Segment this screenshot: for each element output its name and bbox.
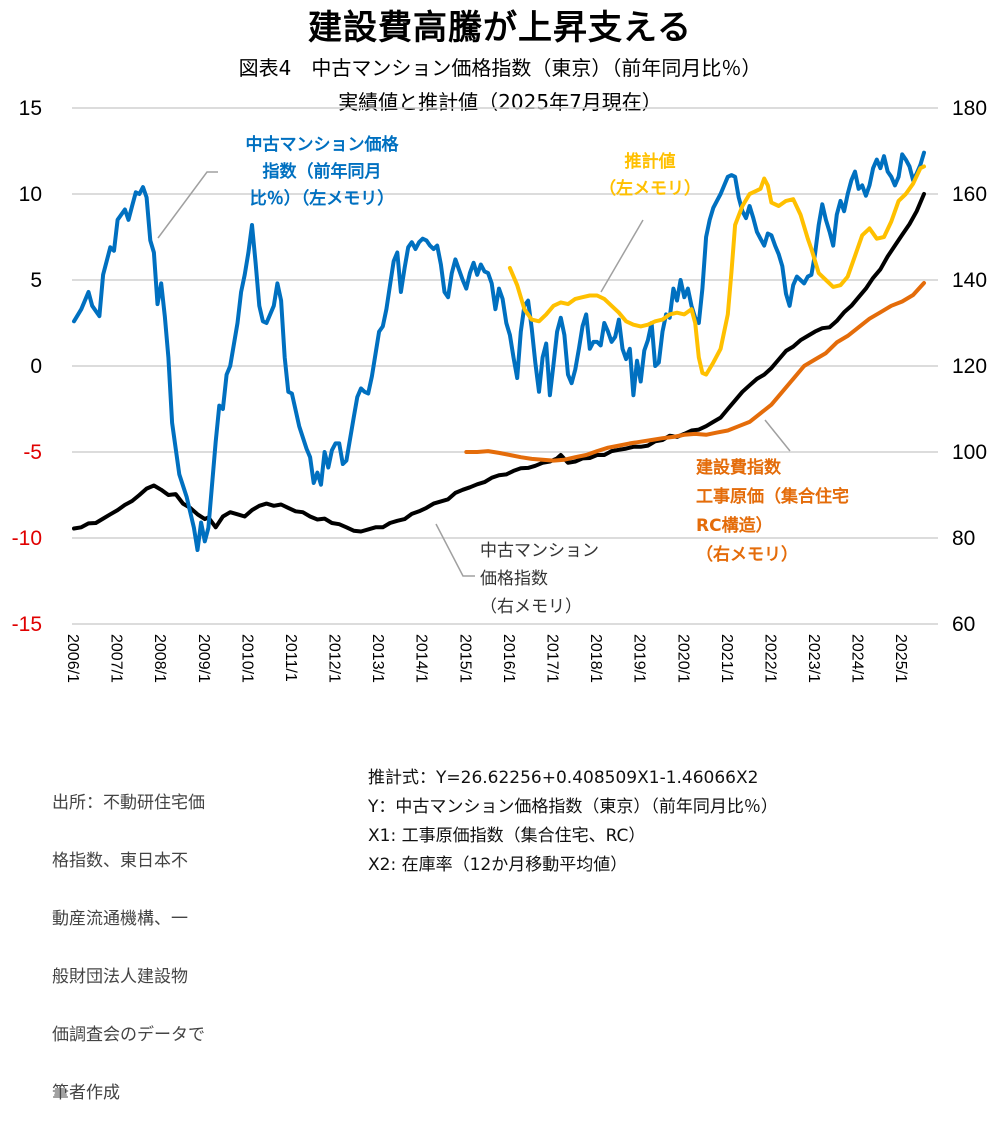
right-tick-label: 100 xyxy=(952,441,987,464)
annotation-price-index: （右メモリ） xyxy=(480,597,582,617)
annotation-actual-yoy: 指数（前年同月 xyxy=(263,161,382,182)
right-tick-label: 120 xyxy=(952,355,987,378)
x-tick-label: 2022/1 xyxy=(761,634,778,683)
x-tick-label: 2020/1 xyxy=(674,634,691,683)
line-chart: 15 10 5 0 -5 -10 -15 180 160 140 120 100 80 60 2006/… xyxy=(12,97,987,683)
annotation-estimate: 推計値 xyxy=(625,151,676,172)
x-tick-label: 2006/1 xyxy=(64,634,81,683)
annotation-actual-yoy: 中古マンション価格 xyxy=(246,134,400,155)
right-tick-label: 60 xyxy=(952,613,975,636)
right-axis-ticks: 180 160 140 120 100 80 60 xyxy=(952,97,987,636)
annotation-price-index: 中古マンション xyxy=(480,541,599,561)
left-tick-label: 10 xyxy=(19,183,42,206)
chart-subtitle-2: 実績値と推計値（2025年7月現在） xyxy=(338,90,662,114)
x-tick-label: 2014/1 xyxy=(413,634,430,683)
x-tick-label: 2016/1 xyxy=(500,634,517,683)
y-definition: Y：中古マンション価格指数（東京）（前年同月比％） xyxy=(368,797,778,817)
series-annotations: 中古マンション価格指数（前年同月比％）（左メモリ） 推計値 （左メモリ） 建設費指数工… xyxy=(246,134,850,617)
x2-definition: X2: 在庫率（12か月移動平均値） xyxy=(368,855,628,875)
annotation-construction-cost: 建設費指数 xyxy=(696,457,782,478)
left-tick-label: -5 xyxy=(23,441,42,464)
leader-line xyxy=(764,419,791,452)
left-tick-label: 0 xyxy=(30,355,42,378)
x-tick-label: 2009/1 xyxy=(195,634,212,683)
x-tick-label: 2013/1 xyxy=(369,634,386,683)
chart-title: 建設費高騰が上昇支える xyxy=(308,8,692,48)
left-tick-label: -10 xyxy=(12,527,42,550)
right-tick-label: 180 xyxy=(952,97,987,120)
x-tick-label: 2024/1 xyxy=(849,634,866,683)
x-tick-label: 2025/1 xyxy=(892,634,909,683)
leader-line xyxy=(600,219,644,293)
source-line: 価調査会のデータで xyxy=(52,1025,205,1045)
right-tick-label: 80 xyxy=(952,527,975,550)
source-note: 出所：不動研住宅価 格指数、東日本不 動産流通機構、一 般財団法人建設物 価調査… xyxy=(52,760,262,1137)
x-tick-label: 2015/1 xyxy=(456,634,473,683)
annotation-price-index: 価格指数 xyxy=(480,569,548,589)
annotation-leader-lines xyxy=(157,171,791,577)
left-tick-label: -15 xyxy=(12,613,42,636)
source-line: 般財団法人建設物 xyxy=(52,967,188,987)
source-line: 格指数、東日本不 xyxy=(52,851,188,871)
x-axis-ticks: 2006/1 2007/1 2008/1 2009/1 2010/1 2011/1 2012… xyxy=(64,634,909,683)
series-line-estimate xyxy=(507,164,926,377)
x-tick-label: 2018/1 xyxy=(587,634,604,683)
x-tick-label: 2012/1 xyxy=(326,634,343,683)
left-tick-label: 5 xyxy=(30,269,42,292)
leader-line xyxy=(435,523,475,577)
series-line-price_index xyxy=(72,192,926,534)
x-tick-label: 2008/1 xyxy=(151,634,168,683)
left-axis-ticks: 15 10 5 0 -5 -10 -15 xyxy=(12,97,42,636)
formula: 推計式：Y=26.62256+0.408509X1-1.46066X2 xyxy=(368,768,759,788)
x-tick-label: 2011/1 xyxy=(282,634,299,682)
x-tick-label: 2007/1 xyxy=(108,634,125,683)
annotation-estimate: （左メモリ） xyxy=(599,178,701,199)
source-line: 筆者作成 xyxy=(52,1083,120,1103)
x-tick-label: 2017/1 xyxy=(543,634,560,683)
x-tick-label: 2023/1 xyxy=(805,634,822,683)
right-tick-label: 160 xyxy=(952,183,987,206)
source-line: 出所：不動研住宅価 xyxy=(52,793,205,813)
chart-subtitle-1: 図表4 中古マンション価格指数（東京）（前年同月比％） xyxy=(238,56,762,80)
source-line: 動産流通機構、一 xyxy=(52,909,188,929)
series-lines xyxy=(72,150,926,552)
leader-line xyxy=(157,171,218,239)
right-tick-label: 140 xyxy=(952,269,987,292)
formula-notes: 推計式：Y=26.62256+0.408509X1-1.46066X2 Y：中古… xyxy=(368,764,778,880)
x-tick-label: 2019/1 xyxy=(631,634,648,683)
annotation-construction-cost: RC構造） xyxy=(696,515,773,536)
annotation-construction-cost: （右メモリ） xyxy=(696,544,798,565)
x1-definition: X1: 工事原価指数（集合住宅、RC） xyxy=(368,826,646,846)
left-tick-label: 15 xyxy=(19,97,42,120)
x-tick-label: 2021/1 xyxy=(718,634,735,683)
series-line-construction_cost xyxy=(464,281,926,463)
annotation-actual-yoy: 比％）（左メモリ） xyxy=(250,188,395,209)
annotation-construction-cost: 工事原価（集合住宅 xyxy=(696,486,849,507)
x-tick-label: 2010/1 xyxy=(238,634,255,683)
